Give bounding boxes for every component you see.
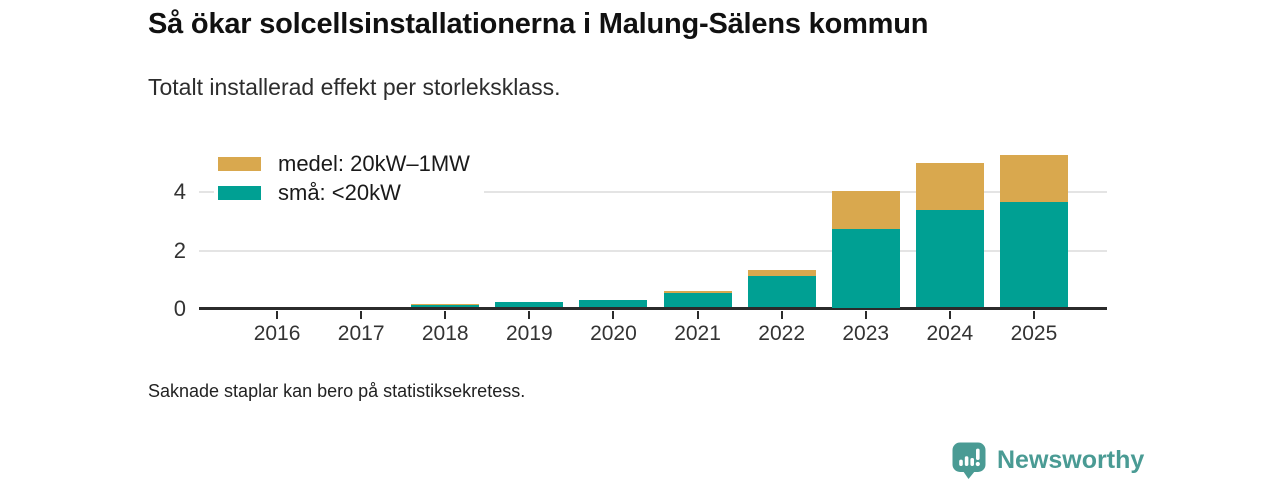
bar-segment-sma-2022 [747, 275, 816, 308]
bar-segment-medel-2025 [999, 155, 1068, 203]
stacked-bar-2019 [495, 301, 564, 308]
x-axis-label-2017: 2017 [337, 322, 385, 345]
x-axis-label-2018: 2018 [421, 322, 469, 345]
stacked-bar-2025 [999, 155, 1068, 308]
bar-chart-speech-bubble-icon [952, 442, 986, 479]
x-axis-tick-2018 [444, 311, 447, 319]
x-axis-label-2024: 2024 [926, 322, 974, 345]
bar-segment-sma-2024 [915, 209, 984, 308]
x-axis-tick-2019 [528, 311, 531, 319]
legend-label-medel: medel: 20kW–1MW [278, 150, 470, 176]
gridline-2 [199, 249, 1107, 252]
bar-segment-sma-2018 [411, 304, 480, 308]
x-axis-label-2023: 2023 [842, 322, 890, 345]
bar-segment-sma-2023 [831, 228, 900, 308]
y-axis-label-2: 2 [173, 237, 186, 263]
bar-segment-medel-2018 [411, 303, 480, 305]
x-axis-tick-2016 [276, 311, 279, 319]
stacked-bar-2022 [747, 270, 816, 308]
bar-segment-medel-2021 [663, 291, 732, 294]
legend-swatch-sma [218, 185, 261, 200]
page-title: Så ökar solcellsinstallationerna i Malun… [148, 8, 929, 40]
newsworthy-logo[interactable]: Newsworthy [951, 441, 1144, 479]
chart-legend: medel: 20kW–1MW små: <20kW [214, 147, 484, 209]
stacked-bar-2024 [915, 162, 984, 308]
bar-segment-sma-2021 [663, 293, 732, 308]
legend-label-sma: små: <20kW [278, 179, 401, 205]
x-axis-tick-2017 [360, 311, 363, 319]
chart-footnote: Saknade staplar kan bero på statistiksek… [148, 381, 526, 401]
bar-segment-medel-2024 [915, 162, 984, 210]
x-axis-label-2016: 2016 [253, 322, 301, 345]
legend-swatch-medel [218, 156, 261, 171]
stacked-bar-2020 [579, 299, 648, 308]
x-axis-label-2020: 2020 [590, 322, 637, 345]
brand-name: Newsworthy [997, 446, 1145, 474]
x-axis-label-2021: 2021 [674, 322, 721, 345]
legend-item-medel: medel: 20kW–1MW [218, 149, 470, 178]
bar-segment-sma-2025 [999, 202, 1068, 308]
x-axis-tick-2022 [780, 311, 783, 319]
x-axis-label-2022: 2022 [758, 322, 805, 345]
legend-item-sma: små: <20kW [218, 178, 470, 207]
y-axis-label-4: 4 [173, 179, 186, 204]
bar-segment-medel-2022 [747, 270, 816, 276]
x-axis-tick-2020 [612, 311, 615, 319]
x-axis-tick-2021 [696, 311, 699, 319]
x-axis-tick-2025 [1032, 311, 1035, 319]
stacked-bar-2023 [831, 190, 900, 308]
page-subtitle: Totalt installerad effekt per storlekskl… [148, 74, 561, 100]
stacked-bar-2018 [411, 303, 480, 308]
x-axis-tick-2024 [948, 311, 951, 319]
bar-segment-sma-2020 [579, 300, 648, 308]
x-axis-label-2019: 2019 [505, 322, 553, 345]
x-axis-tick-2023 [864, 311, 867, 319]
x-axis-label-2025: 2025 [1010, 322, 1058, 345]
bar-segment-sma-2019 [495, 301, 564, 308]
gridline-4 [199, 191, 1107, 193]
bar-segment-medel-2020 [579, 299, 648, 301]
x-axis-line [199, 307, 1107, 310]
stacked-bar-2021 [663, 291, 732, 308]
y-axis-label-0: 0 [173, 296, 186, 321]
bar-segment-medel-2023 [831, 190, 900, 229]
